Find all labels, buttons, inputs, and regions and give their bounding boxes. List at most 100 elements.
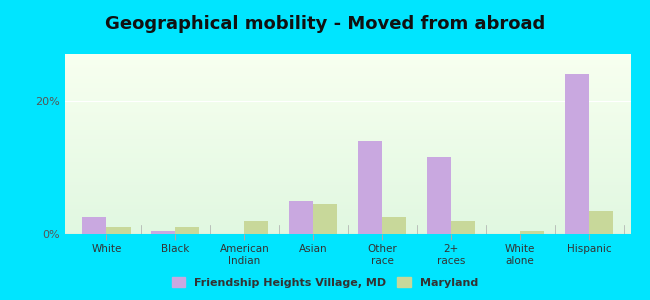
Bar — [65, 225, 630, 227]
Bar — [65, 99, 630, 101]
Bar — [65, 180, 630, 182]
Bar — [65, 74, 630, 76]
Bar — [65, 77, 630, 79]
Bar — [65, 83, 630, 85]
Bar — [65, 207, 630, 209]
Bar — [65, 184, 630, 185]
Bar — [65, 166, 630, 167]
Bar — [65, 90, 630, 92]
Bar — [65, 94, 630, 95]
Bar — [65, 54, 630, 56]
Bar — [65, 160, 630, 162]
Bar — [65, 65, 630, 67]
Bar — [65, 146, 630, 148]
Bar — [65, 203, 630, 205]
Bar — [451, 221, 475, 234]
Bar — [65, 171, 630, 173]
Bar — [65, 131, 630, 133]
Bar — [65, 169, 630, 171]
Bar — [65, 76, 630, 77]
Bar — [65, 135, 630, 137]
Bar — [107, 227, 131, 234]
Bar — [65, 103, 630, 104]
Bar — [65, 63, 630, 65]
Bar — [65, 155, 630, 157]
Bar — [65, 176, 630, 178]
Bar — [65, 205, 630, 207]
Bar — [65, 212, 630, 214]
Bar — [65, 101, 630, 103]
Bar — [65, 221, 630, 223]
Bar — [65, 126, 630, 128]
Bar — [65, 182, 630, 184]
Bar — [65, 133, 630, 135]
Bar — [65, 117, 630, 119]
Bar — [65, 81, 630, 83]
Bar — [65, 173, 630, 175]
Bar — [151, 231, 176, 234]
Bar — [313, 204, 337, 234]
Bar — [65, 198, 630, 200]
Bar — [65, 189, 630, 191]
Bar — [65, 137, 630, 139]
Bar — [65, 104, 630, 106]
Bar — [65, 113, 630, 115]
Bar — [65, 191, 630, 193]
Bar — [65, 164, 630, 166]
Bar — [65, 162, 630, 164]
Bar — [65, 112, 630, 113]
Bar — [65, 140, 630, 142]
Bar — [65, 158, 630, 160]
Bar — [65, 88, 630, 90]
Bar — [65, 86, 630, 88]
Bar — [65, 216, 630, 218]
Bar — [65, 200, 630, 202]
Bar — [65, 193, 630, 194]
Bar — [65, 122, 630, 124]
Bar — [65, 194, 630, 196]
Bar — [382, 217, 406, 234]
Bar — [65, 85, 630, 86]
Bar — [65, 95, 630, 97]
Bar — [65, 167, 630, 169]
Bar — [589, 211, 613, 234]
Bar — [65, 196, 630, 198]
Bar — [65, 144, 630, 146]
Bar — [65, 70, 630, 72]
Bar — [65, 151, 630, 153]
Bar — [65, 214, 630, 216]
Bar — [65, 121, 630, 122]
Bar — [65, 124, 630, 126]
Bar — [65, 119, 630, 121]
Bar — [65, 211, 630, 212]
Bar — [65, 61, 630, 63]
Bar — [65, 149, 630, 151]
Text: Geographical mobility - Moved from abroad: Geographical mobility - Moved from abroa… — [105, 15, 545, 33]
Bar — [65, 68, 630, 70]
Bar — [65, 142, 630, 144]
Bar — [65, 58, 630, 59]
Bar — [65, 187, 630, 189]
Bar — [65, 139, 630, 140]
Legend: Friendship Heights Village, MD, Maryland: Friendship Heights Village, MD, Maryland — [169, 274, 481, 291]
Bar — [65, 115, 630, 117]
Bar — [65, 79, 630, 81]
Bar — [65, 110, 630, 112]
Bar — [358, 141, 382, 234]
Bar — [65, 230, 630, 232]
Bar — [65, 178, 630, 180]
Bar — [65, 128, 630, 130]
Bar — [65, 227, 630, 229]
Bar — [65, 232, 630, 234]
Bar — [65, 148, 630, 149]
Bar — [289, 201, 313, 234]
Bar — [244, 221, 268, 234]
Bar — [427, 157, 451, 234]
Bar — [65, 92, 630, 94]
Bar — [65, 153, 630, 155]
Bar — [65, 72, 630, 74]
Bar — [65, 229, 630, 230]
Bar — [65, 223, 630, 225]
Bar — [65, 218, 630, 220]
Bar — [65, 67, 630, 68]
